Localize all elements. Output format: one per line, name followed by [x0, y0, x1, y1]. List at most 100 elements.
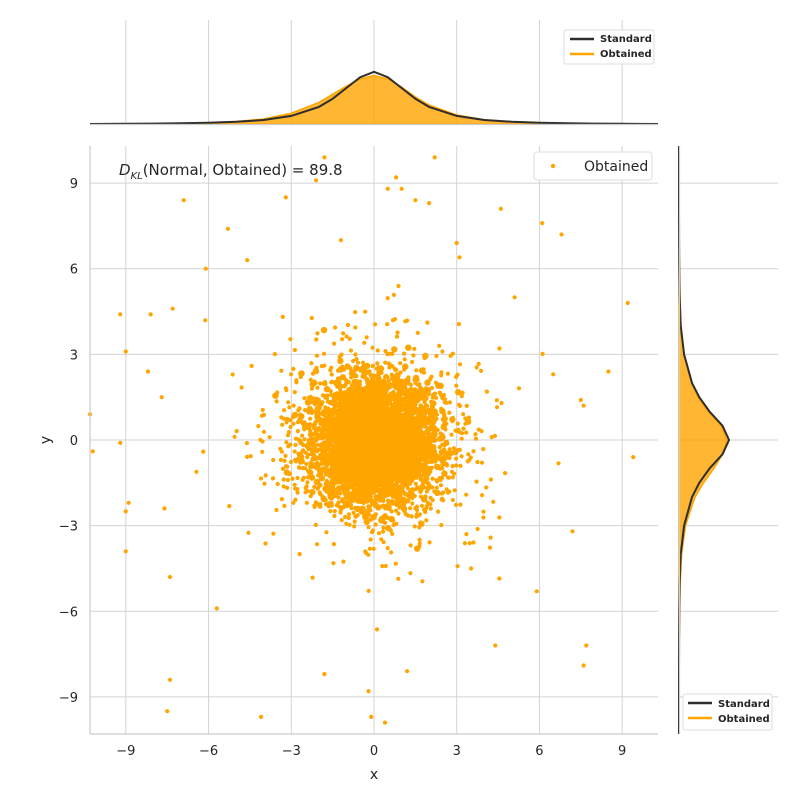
scatter-point — [430, 476, 435, 481]
scatter-point — [323, 386, 331, 393]
scatter-point — [227, 504, 232, 509]
scatter-point — [292, 390, 297, 395]
scatter-point — [289, 372, 294, 377]
scatter-point — [424, 518, 429, 523]
scatter-point — [314, 353, 319, 358]
scatter-point — [282, 408, 287, 413]
scatter-point — [344, 334, 349, 339]
scatter-point — [427, 483, 432, 488]
scatter-point — [383, 360, 388, 365]
scatter-point — [343, 395, 350, 403]
scatter-point — [437, 390, 442, 395]
scatter-point — [414, 368, 419, 373]
scatter-point — [285, 433, 291, 438]
scatter-point — [429, 374, 434, 379]
scatter-point — [398, 361, 403, 366]
scatter-point — [503, 471, 508, 476]
scatter-point — [420, 579, 425, 584]
scatter-point — [474, 479, 479, 484]
scatter-point — [279, 368, 284, 373]
scatter-point — [460, 431, 465, 436]
scatter-point — [353, 325, 358, 330]
scatter-point — [323, 470, 330, 477]
scatter-point — [422, 477, 427, 482]
scatter-point — [375, 361, 380, 366]
scatter-point — [328, 509, 333, 514]
scatter-point — [297, 552, 302, 557]
scatter-point — [291, 421, 296, 426]
scatter-point — [364, 550, 369, 556]
scatter-point — [312, 484, 317, 489]
scatter-point — [351, 510, 356, 515]
scatter-point — [458, 463, 463, 468]
scatter-point — [405, 486, 410, 491]
scatter-point — [413, 506, 418, 511]
scatter-point — [280, 466, 285, 471]
scatter-point — [373, 522, 378, 527]
scatter-point — [440, 442, 445, 447]
scatter-point — [556, 461, 561, 466]
scatter-point — [383, 349, 388, 354]
scatter-point — [324, 530, 329, 535]
scatter-point — [412, 524, 417, 529]
scatter-point — [333, 379, 340, 387]
scatter-point — [280, 314, 285, 319]
scatter-point — [314, 337, 319, 342]
scatter-point — [418, 489, 423, 494]
scatter-point — [305, 480, 310, 485]
scatter-point — [315, 404, 322, 412]
scatter-point — [291, 500, 296, 505]
scatter-point — [454, 456, 459, 461]
scatter-point — [460, 390, 465, 395]
scatter-point — [283, 469, 290, 476]
scatter-point — [279, 497, 284, 502]
scatter-point — [260, 449, 265, 454]
scatter-point — [232, 434, 237, 439]
scatter-point — [271, 531, 276, 536]
scatter-point — [286, 444, 291, 449]
scatter-point — [262, 481, 267, 486]
scatter-point — [409, 514, 414, 519]
scatter-point — [432, 445, 437, 450]
scatter-point — [293, 442, 298, 448]
scatter-point — [271, 457, 276, 463]
scatter-point — [396, 576, 401, 581]
top-marginal-standard-line — [89, 70, 659, 125]
scatter-point — [249, 363, 254, 368]
scatter-point — [464, 430, 469, 435]
scatter-point — [292, 449, 297, 454]
scatter-point — [304, 399, 312, 406]
scatter-point — [406, 375, 411, 380]
scatter-point — [245, 454, 250, 459]
scatter-point — [258, 437, 263, 442]
scatter-point — [390, 531, 395, 537]
scatter-point — [300, 420, 308, 427]
scatter-point — [405, 318, 410, 323]
scatter-point — [317, 504, 322, 509]
scatter-point — [292, 347, 297, 353]
scatter-point — [307, 469, 314, 476]
scatter-point — [285, 464, 290, 469]
scatter-point — [296, 408, 301, 413]
scatter-point — [360, 485, 367, 492]
scatter-point — [308, 377, 313, 382]
scatter-point — [315, 331, 320, 336]
scatter-point — [383, 563, 388, 569]
scatter-point — [295, 475, 300, 481]
scatter-point — [491, 499, 496, 504]
scatter-point — [344, 521, 349, 526]
right-marginal-axes: Standard Obtained — [678, 146, 778, 734]
scatter-point — [385, 322, 390, 327]
scatter-point — [433, 418, 438, 423]
scatter-point — [332, 341, 337, 346]
scatter-point — [281, 484, 286, 489]
scatter-point — [487, 545, 493, 550]
scatter-point — [290, 476, 295, 481]
scatter-point — [431, 431, 438, 438]
scatter-point — [332, 392, 339, 399]
scatter-point — [374, 366, 379, 371]
scatter-points — [87, 155, 636, 725]
scatter-point — [381, 529, 386, 534]
scatter-point — [396, 511, 401, 516]
scatter-point — [387, 362, 392, 367]
